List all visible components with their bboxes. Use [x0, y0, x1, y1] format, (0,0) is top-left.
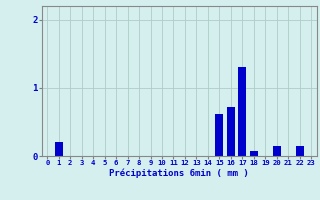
Bar	[215, 114, 223, 156]
Bar	[273, 146, 281, 156]
Bar	[227, 107, 235, 156]
Bar	[55, 142, 63, 156]
X-axis label: Précipitations 6min ( mm ): Précipitations 6min ( mm )	[109, 169, 249, 178]
Bar	[296, 146, 304, 156]
Bar	[250, 151, 258, 156]
Bar	[238, 67, 246, 156]
